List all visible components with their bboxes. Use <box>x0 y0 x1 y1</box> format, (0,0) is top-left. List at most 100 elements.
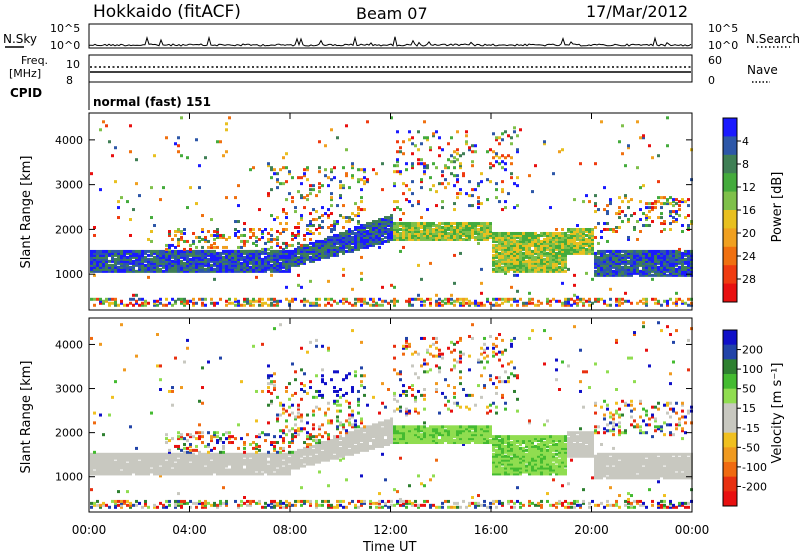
data-cell <box>687 263 690 267</box>
data-cell <box>552 231 555 235</box>
data-cell <box>234 257 237 261</box>
data-cell <box>489 229 492 233</box>
data-cell <box>381 241 384 245</box>
data-cell <box>651 220 654 224</box>
data-cell <box>114 249 117 253</box>
data-cell <box>522 265 525 269</box>
data-cell <box>399 208 402 212</box>
data-cell <box>327 505 330 509</box>
data-cell <box>366 180 369 184</box>
data-cell <box>627 144 630 148</box>
data-cell <box>576 229 579 233</box>
data-cell <box>153 454 156 458</box>
data-cell <box>516 148 519 152</box>
data-cell <box>258 458 261 462</box>
data-cell <box>513 249 516 253</box>
data-cell <box>285 212 288 216</box>
data-cell <box>303 249 306 253</box>
data-cell <box>543 231 546 235</box>
data-cell <box>336 249 339 253</box>
data-cell <box>276 501 279 505</box>
data-cell <box>567 228 570 231</box>
data-cell <box>279 255 282 259</box>
data-cell <box>336 442 339 446</box>
data-cell <box>333 220 336 224</box>
data-cell <box>465 231 468 235</box>
data-cell <box>639 186 642 190</box>
data-cell <box>396 237 399 241</box>
data-cell <box>150 259 153 263</box>
data-cell <box>291 176 294 180</box>
data-cell <box>276 468 279 472</box>
data-cell <box>267 450 270 454</box>
data-cell <box>120 503 123 507</box>
data-cell <box>192 267 195 271</box>
data-cell <box>312 303 315 307</box>
data-cell <box>459 226 462 230</box>
data-cell <box>258 263 261 267</box>
data-cell <box>186 239 189 243</box>
data-cell <box>495 265 498 269</box>
data-cell <box>165 243 168 247</box>
nsky-panel: N.Sky 10^5 10^0 10^5 10^0 N.Search <box>3 22 800 52</box>
data-cell <box>504 249 507 253</box>
data-cell <box>420 235 423 239</box>
data-cell <box>225 150 228 154</box>
data-cell <box>207 450 210 454</box>
cpid-panel: CPID normal (fast) 151 <box>10 82 211 110</box>
data-cell <box>204 249 207 253</box>
data-cell <box>330 235 333 239</box>
data-cell <box>183 267 186 271</box>
data-cell <box>267 259 270 263</box>
data-cell <box>195 261 198 265</box>
data-cell <box>309 222 312 226</box>
data-cell <box>204 259 207 263</box>
data-cell <box>642 257 645 261</box>
data-cell <box>687 224 690 228</box>
data-cell <box>198 452 201 456</box>
data-cell <box>270 253 273 257</box>
data-cell <box>192 458 195 462</box>
data-cell <box>243 472 246 476</box>
data-cell <box>333 439 336 443</box>
data-cell <box>303 174 306 178</box>
data-cell <box>273 267 276 271</box>
data-cell <box>300 257 303 261</box>
data-cell <box>120 253 123 257</box>
data-cell <box>420 216 423 220</box>
data-cell <box>216 259 219 263</box>
data-cell <box>276 299 279 303</box>
data-cell <box>570 247 573 251</box>
data-cell <box>486 233 489 237</box>
data-cell <box>495 188 498 192</box>
data-cell <box>123 458 126 462</box>
data-cell <box>330 448 333 452</box>
data-cell <box>141 464 144 468</box>
data-cell <box>102 454 105 458</box>
data-cell <box>234 261 237 265</box>
data-cell <box>306 245 309 249</box>
data-cell <box>174 470 177 474</box>
data-cell <box>180 499 183 503</box>
data-cell <box>456 224 459 228</box>
data-cell <box>618 263 621 267</box>
data-cell <box>327 243 330 247</box>
data-cell <box>192 239 195 243</box>
data-cell <box>546 243 549 247</box>
data-cell <box>375 220 378 224</box>
data-cell <box>537 259 540 263</box>
data-cell <box>183 464 186 468</box>
data-cell <box>333 442 336 446</box>
data-cell <box>252 231 255 235</box>
data-cell <box>366 222 369 226</box>
data-cell <box>567 247 570 251</box>
data-cell <box>102 263 105 267</box>
data-cell <box>156 249 159 253</box>
data-cell <box>141 301 144 305</box>
data-cell <box>186 501 189 505</box>
data-cell <box>660 257 663 261</box>
data-cell <box>639 253 642 257</box>
data-cell <box>303 172 306 176</box>
data-cell <box>300 419 303 423</box>
data-cell <box>324 456 327 460</box>
